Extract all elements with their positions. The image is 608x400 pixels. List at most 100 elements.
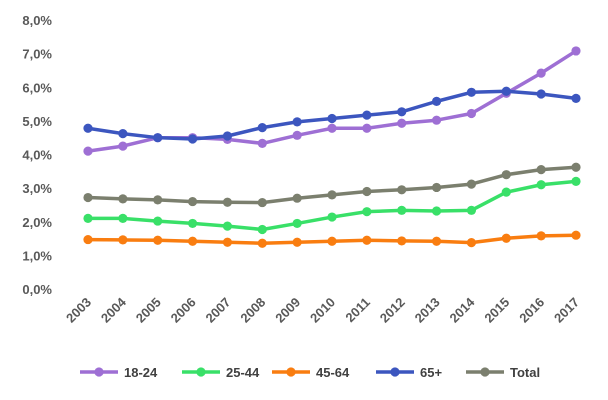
data-point — [83, 213, 93, 223]
x-tick-label: 2009 — [272, 295, 303, 326]
legend: 18-24 25-44 45-64 65+ Total — [80, 365, 540, 380]
data-point — [431, 182, 442, 193]
data-point — [83, 234, 93, 245]
data-point — [83, 192, 93, 203]
series-4 — [83, 162, 581, 208]
data-point — [536, 89, 546, 99]
data-point — [397, 205, 407, 215]
data-point — [187, 236, 198, 246]
y-tick-label: 4,0% — [22, 148, 52, 163]
legend-swatch-marker — [196, 367, 206, 377]
y-axis: 0,0% 1,0% 2,0% 3,0% 4,0% 5,0% 6,0% 7,0% 8,0% — [22, 13, 52, 297]
legend-label: 25-44 — [226, 365, 260, 380]
data-point — [466, 179, 477, 189]
x-tick-label: 2004 — [98, 294, 130, 326]
data-point — [362, 110, 372, 120]
data-point — [222, 131, 233, 141]
data-point — [397, 236, 407, 246]
data-point — [431, 96, 442, 106]
data-point — [292, 117, 302, 127]
y-tick-label: 1,0% — [22, 248, 52, 263]
data-point — [187, 134, 198, 144]
data-point — [466, 237, 477, 248]
data-point — [187, 196, 198, 207]
legend-item: 18-24 — [80, 365, 158, 380]
legend-item: 65+ — [376, 365, 442, 380]
data-point — [153, 195, 163, 205]
data-point — [466, 87, 477, 97]
data-point — [362, 123, 372, 133]
legend-item: 45-64 — [272, 365, 350, 380]
data-point — [466, 108, 477, 119]
data-point — [292, 193, 302, 203]
data-point — [292, 218, 302, 229]
legend-label: Total — [510, 365, 540, 380]
data-point — [362, 235, 372, 245]
x-tick-label: 2012 — [377, 295, 408, 326]
x-tick-label: 2005 — [133, 295, 164, 326]
data-point — [257, 123, 267, 133]
x-tick-label: 2015 — [481, 295, 512, 326]
x-tick-label: 2008 — [237, 295, 268, 326]
data-point — [501, 170, 511, 180]
data-point — [327, 113, 337, 124]
legend-label: 65+ — [420, 365, 442, 380]
data-point — [362, 207, 372, 217]
data-point — [431, 206, 442, 216]
legend-label: 18-24 — [124, 365, 158, 380]
legend-swatch-marker — [94, 367, 104, 377]
data-point — [431, 236, 442, 246]
data-point — [153, 133, 163, 143]
x-tick-label: 2003 — [63, 295, 94, 326]
legend-label: 45-64 — [316, 365, 350, 380]
data-point — [83, 123, 93, 133]
data-point — [327, 123, 337, 133]
y-tick-label: 8,0% — [22, 13, 52, 28]
data-point — [118, 194, 128, 204]
data-point — [571, 230, 581, 240]
data-point — [397, 107, 407, 117]
x-tick-label: 2013 — [412, 295, 443, 326]
x-tick-label: 2017 — [551, 295, 582, 326]
data-point — [536, 68, 546, 78]
data-point — [501, 233, 511, 243]
data-point — [466, 205, 477, 215]
legend-item: 25-44 — [182, 365, 260, 380]
data-point — [501, 187, 511, 197]
x-tick-label: 2010 — [307, 295, 338, 326]
data-point — [222, 221, 233, 231]
data-point — [327, 190, 337, 200]
data-point — [536, 231, 546, 241]
y-tick-label: 7,0% — [22, 47, 52, 62]
data-point — [327, 236, 337, 246]
data-point — [431, 115, 442, 125]
series-layer — [83, 46, 581, 248]
data-point — [118, 141, 128, 151]
data-point — [292, 130, 302, 140]
y-tick-label: 2,0% — [22, 215, 52, 230]
y-tick-label: 5,0% — [22, 114, 52, 129]
series-1 — [83, 176, 581, 235]
data-point — [222, 197, 233, 207]
data-point — [257, 238, 267, 248]
data-point — [571, 93, 581, 103]
data-point — [571, 162, 581, 172]
x-axis: 2003 2004 2005 2006 2007 2008 2009 2010 2011 2012… — [63, 294, 582, 326]
legend-item: Total — [466, 365, 540, 380]
x-tick-label: 2016 — [516, 295, 547, 326]
x-tick-label: 2014 — [446, 294, 478, 326]
data-point — [118, 235, 128, 245]
data-point — [257, 224, 267, 235]
data-point — [536, 165, 546, 175]
data-point — [187, 218, 198, 229]
data-point — [536, 180, 546, 190]
y-tick-label: 3,0% — [22, 181, 52, 196]
data-point — [397, 185, 407, 195]
data-point — [292, 237, 302, 247]
data-point — [571, 46, 581, 56]
data-point — [222, 237, 233, 247]
data-point — [257, 197, 267, 208]
data-point — [362, 186, 372, 197]
x-tick-label: 2007 — [202, 295, 233, 326]
